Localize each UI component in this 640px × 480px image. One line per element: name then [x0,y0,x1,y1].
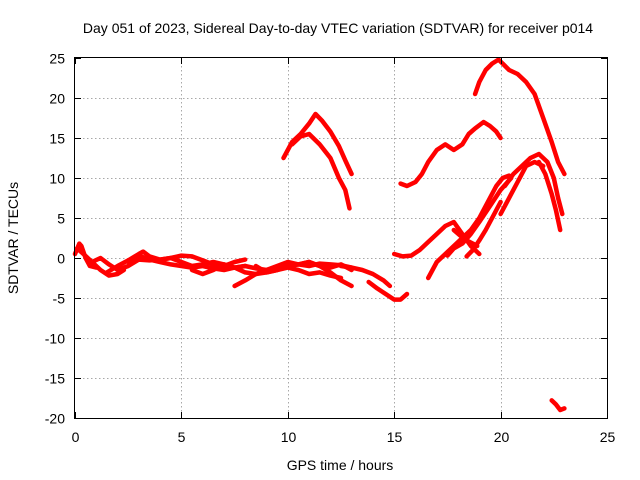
x-axis-label: GPS time / hours [287,457,394,473]
y-tick-label: 10 [49,171,65,187]
series-track [472,57,567,177]
series-track [549,398,567,413]
y-tick-label: -20 [45,411,65,427]
series-track [74,246,127,278]
series-track [366,279,410,302]
y-tick-label: 0 [57,251,65,267]
axis-ticks: 0 5 10 15 20 25 -20 -15 -10 -5 0 5 10 15 20 25 [45,51,616,446]
y-tick-label: 5 [57,211,65,227]
x-tick-label: 0 [72,429,80,445]
chart-title: Day 051 of 2023, Sidereal Day-to-day VTE… [83,20,593,36]
x-tick-label: 10 [281,429,297,445]
series-track [289,131,352,211]
grid-lines [75,58,607,418]
series-track [536,159,563,233]
x-tick-label: 20 [494,429,510,445]
series-track [502,151,565,217]
series-track [253,259,354,275]
x-tick-label: 5 [178,429,186,445]
series-track [464,199,503,259]
y-tick-label: -10 [45,331,65,347]
y-tick-label: 15 [49,131,65,147]
series-track [425,173,512,281]
data-series [72,57,567,413]
y-tick-label: 25 [49,51,65,67]
series-track [498,159,546,217]
series-track [445,175,514,258]
y-axis-label: SDTVAR / TECUs [5,182,21,294]
plot-frame [74,57,608,419]
y-tick-label: -15 [45,371,65,387]
y-tick-label: 20 [49,91,65,107]
series-track [338,263,393,289]
y-tick-label: -5 [53,291,66,307]
series-track [398,119,503,189]
x-tick-label: 15 [387,429,403,445]
x-tick-label: 25 [600,429,616,445]
